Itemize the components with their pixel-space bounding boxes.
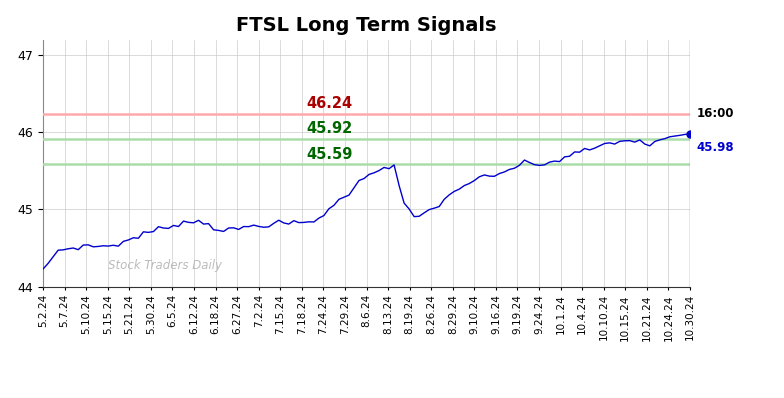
Text: 45.92: 45.92 xyxy=(307,121,353,136)
Text: 45.59: 45.59 xyxy=(307,146,353,162)
Text: 16:00: 16:00 xyxy=(697,107,735,120)
Text: Stock Traders Daily: Stock Traders Daily xyxy=(107,259,222,272)
Text: 46.24: 46.24 xyxy=(307,96,353,111)
Text: 45.98: 45.98 xyxy=(697,141,735,154)
Title: FTSL Long Term Signals: FTSL Long Term Signals xyxy=(236,16,497,35)
